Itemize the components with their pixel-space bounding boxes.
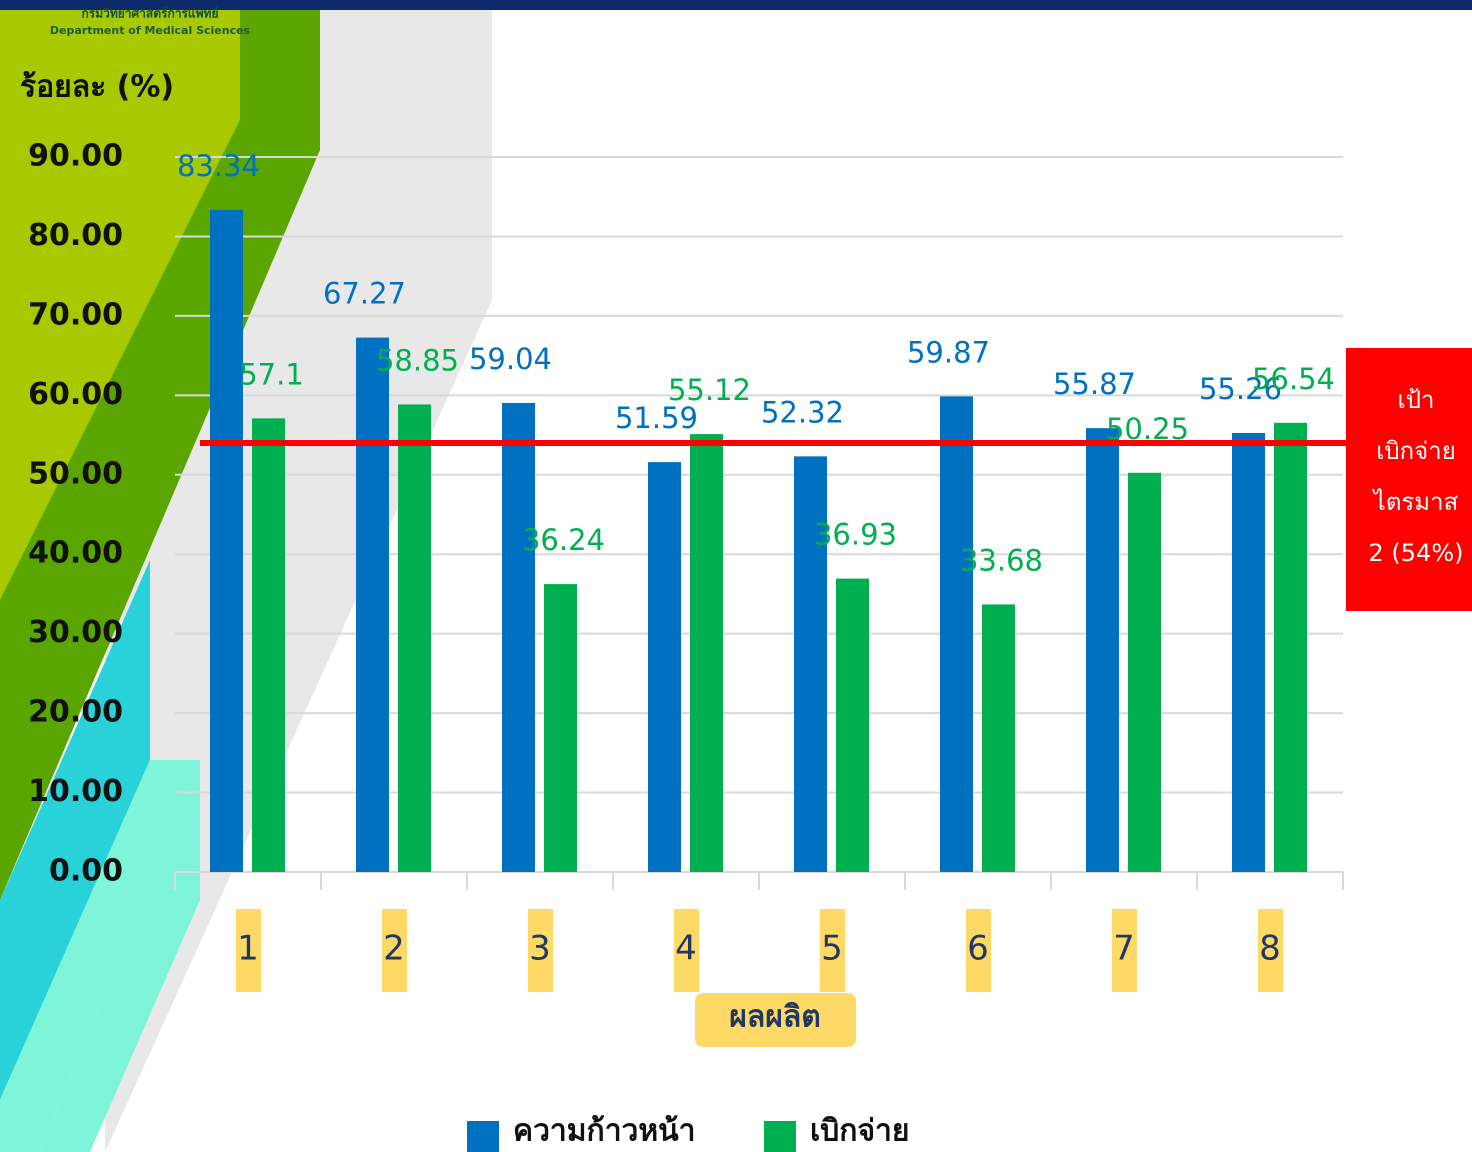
target-label: 2 (54%) [1369,539,1464,567]
org-thai: กรมวิทยาศาสตร์การแพทย์ [82,7,219,21]
bar [1232,433,1265,872]
y-tick-label: 10.00 [28,774,123,809]
y-tick-label: 70.00 [28,297,123,332]
x-tick-label: 7 [1113,929,1135,969]
bar [252,418,285,872]
bar [210,210,243,872]
target-label: เป้า [1398,386,1435,414]
bar [502,403,535,872]
y-axis-title: ร้อยละ (%) [20,70,174,105]
value-label: 36.93 [814,518,897,552]
value-label: 33.68 [960,543,1043,577]
y-tick-label: 20.00 [28,695,123,730]
top-bar [0,0,1472,10]
value-label: 36.24 [522,523,605,557]
x-tick-label: 2 [383,929,405,969]
bar [836,579,869,872]
value-label: 59.87 [907,335,990,369]
bar [398,404,431,872]
legend-swatch [467,1121,499,1152]
value-label: 58.85 [376,343,459,377]
y-tick-label: 40.00 [28,536,123,571]
bar [544,584,577,872]
x-tick-label: 8 [1259,929,1281,969]
bar [1128,473,1161,872]
bar [1274,423,1307,872]
value-label: 83.34 [177,149,260,183]
bar [940,396,973,872]
value-label: 57.1 [239,357,304,391]
x-tick-label: 4 [675,929,697,969]
y-tick-label: 60.00 [28,377,123,412]
org-en: Department of Medical Sciences [50,24,251,37]
value-label: 56.54 [1252,362,1335,396]
bar [356,338,389,872]
x-tick-label: 5 [821,929,843,969]
y-tick-label: 90.00 [28,139,123,174]
value-label: 52.32 [761,395,844,429]
x-tick-label: 1 [237,929,259,969]
bar [648,462,681,872]
target-label: ไตรมาส [1372,488,1459,516]
value-label: 67.27 [323,277,406,311]
legend-label: เบิกจ่าย [810,1114,909,1149]
x-axis-title: ผลผลิต [729,1000,820,1035]
y-tick-label: 50.00 [28,456,123,491]
x-tick-label: 3 [529,929,551,969]
legend-swatch [764,1121,796,1152]
slide: กรมวิทยาศาสตร์การแพทย์ Department of Med… [0,0,1472,1152]
bar [690,434,723,872]
bar [1086,428,1119,872]
x-tick-label: 6 [967,929,989,969]
y-tick-label: 0.00 [49,854,123,889]
bar [982,604,1015,872]
y-tick-label: 30.00 [28,615,123,650]
target-label: เบิกจ่าย [1376,437,1456,465]
y-tick-label: 80.00 [28,218,123,253]
value-label: 55.87 [1053,367,1136,401]
value-label: 55.12 [668,373,751,407]
value-label: 59.04 [469,342,552,376]
legend-label: ความก้าวหน้า [513,1114,696,1149]
